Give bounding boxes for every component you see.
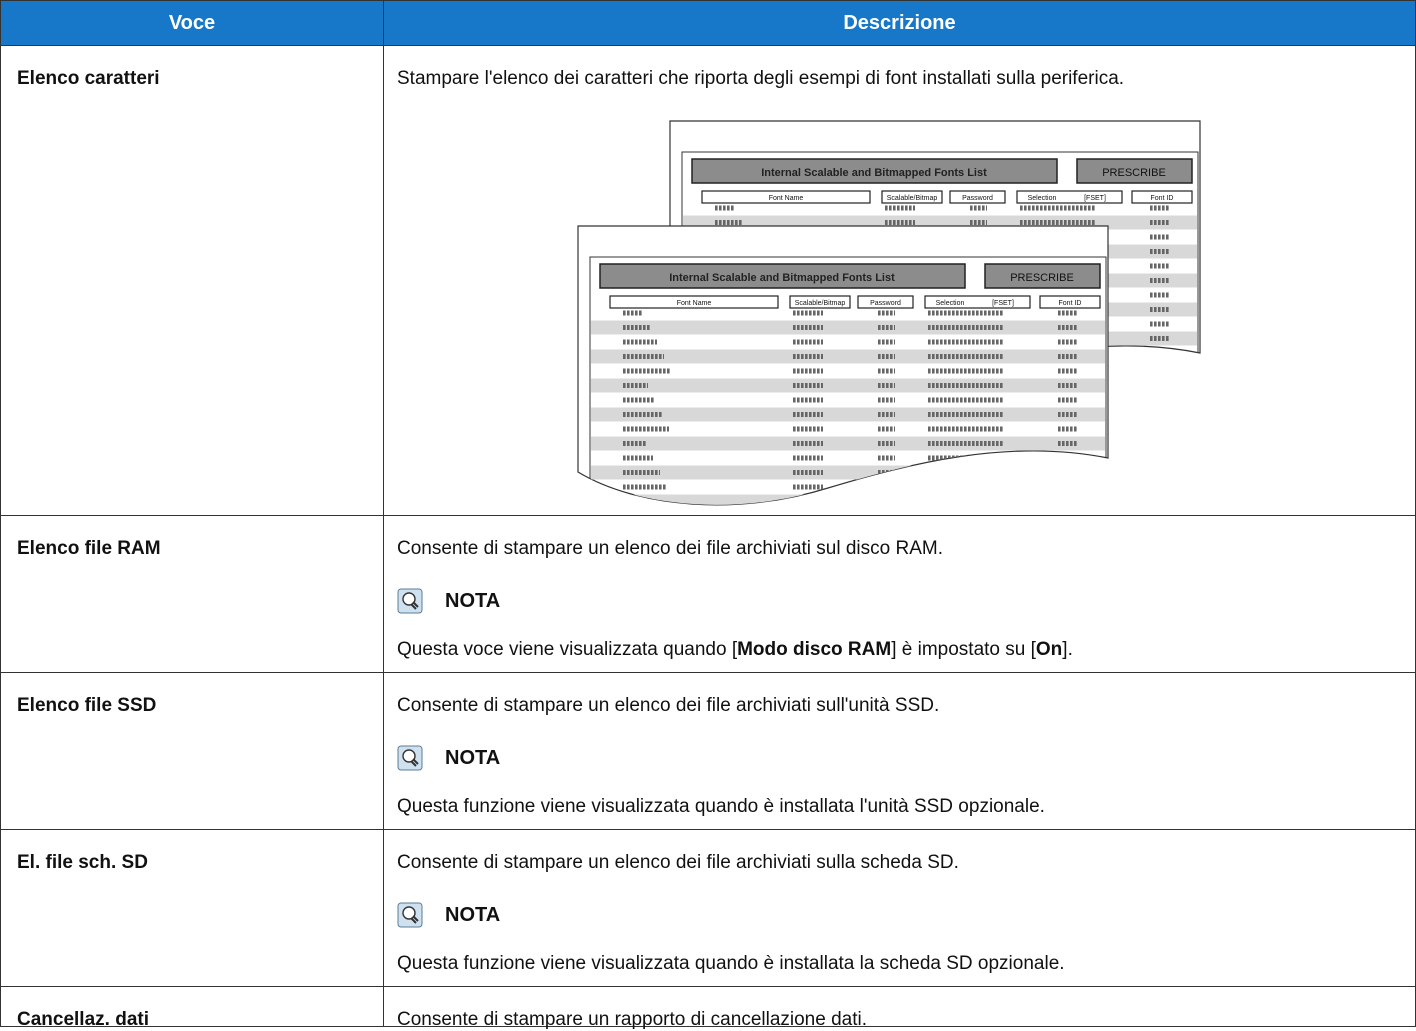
- col-label: [FSET]: [992, 300, 1014, 307]
- col-label: Selection: [936, 300, 965, 307]
- sheet-title: Internal Scalable and Bitmapped Fonts Li…: [669, 272, 895, 284]
- col-box: [1016, 190, 1123, 204]
- col-label: Font Name: [769, 195, 804, 202]
- note-icon: [397, 588, 423, 614]
- note-text-part: Questa funzione viene visualizzata quand…: [397, 953, 1065, 974]
- note-text-part: Modo disco RAM: [737, 639, 892, 660]
- sheet-content: Internal Scalable and Bitmapped Fonts Li…: [589, 256, 1107, 505]
- col-label: Scalable/Bitmap: [887, 195, 938, 202]
- title-box: [599, 263, 966, 289]
- bulb-base: [410, 601, 419, 610]
- note-text: Questa funzione viene visualizzata quand…: [397, 796, 1045, 818]
- note-label: NOTA: [445, 589, 501, 612]
- col-box: [881, 190, 943, 204]
- item-cell: Elenco file SSD: [0, 672, 384, 830]
- col-label: Selection: [1028, 195, 1057, 202]
- note-heading: NOTA: [397, 902, 500, 928]
- note-icon: [397, 745, 423, 771]
- note-text-part: Questa funzione viene visualizzata quand…: [397, 796, 1045, 817]
- note-text: Questa voce viene visualizzata quando [M…: [397, 639, 1073, 661]
- item-cell: El. file sch. SD: [0, 829, 384, 987]
- stripe: [591, 436, 1105, 451]
- description: Stampare l'elenco dei caratteri che ripo…: [397, 68, 1125, 89]
- col-box: [701, 190, 871, 204]
- col-box: [1131, 190, 1193, 204]
- col-box: [924, 295, 1031, 309]
- item-cell: Cancellaz. dati: [0, 986, 384, 1030]
- col-label: [FSET]: [1084, 195, 1106, 202]
- description: Consente di stampare un rapporto di canc…: [397, 1009, 868, 1030]
- note-heading: NOTA: [397, 588, 500, 614]
- item-cell: Elenco file RAM: [0, 515, 384, 673]
- stripe: [591, 349, 1105, 364]
- sheet-badge: PRESCRIBE: [1010, 272, 1074, 284]
- title-box: [691, 158, 1058, 184]
- badge-box: [1076, 158, 1193, 184]
- font-list-illustration: Internal Scalable and Bitmapped Fonts Li…: [577, 120, 1201, 506]
- col-box: [789, 295, 851, 309]
- description-cell: Consente di stampare un rapporto di canc…: [383, 986, 1416, 1030]
- description: Consente di stampare un elenco dei file …: [397, 538, 943, 559]
- sheet-title: Internal Scalable and Bitmapped Fonts Li…: [761, 167, 987, 179]
- col-box: [609, 295, 779, 309]
- col-label: Font Name: [677, 300, 712, 307]
- bulb-base: [410, 915, 419, 924]
- bulb: [402, 749, 416, 763]
- col-label: Font ID: [1151, 195, 1174, 202]
- col-label: Password: [962, 195, 993, 202]
- description-cell: Consente di stampare un elenco dei file …: [383, 829, 1416, 987]
- note-text-part: ].: [1062, 639, 1073, 660]
- description-cell: Consente di stampare un elenco dei file …: [383, 515, 1416, 673]
- note-icon: [397, 902, 423, 928]
- stripe: [591, 407, 1105, 422]
- stripe: [591, 320, 1105, 335]
- header-cell: Descrizione: [383, 0, 1416, 46]
- description: Consente di stampare un elenco dei file …: [397, 695, 940, 716]
- stripe: [591, 465, 1105, 480]
- sheet-badge: PRESCRIBE: [1102, 167, 1166, 179]
- badge-box: [984, 263, 1101, 289]
- description: Consente di stampare un elenco dei file …: [397, 852, 959, 873]
- description-cell: Consente di stampare un elenco dei file …: [383, 672, 1416, 830]
- note-label: NOTA: [445, 746, 501, 769]
- note-text-part: On: [1035, 639, 1063, 660]
- note-heading: NOTA: [397, 745, 500, 771]
- bulb: [402, 592, 416, 606]
- col-label: Password: [870, 300, 901, 307]
- note-text: Questa funzione viene visualizzata quand…: [397, 953, 1065, 975]
- col-label: Scalable/Bitmap: [795, 300, 846, 307]
- sheet: Internal Scalable and Bitmapped Fonts Li…: [577, 225, 1109, 506]
- col-box: [1039, 295, 1101, 309]
- note-text-part: ] è impostato su [: [891, 639, 1036, 660]
- stripe: [591, 378, 1105, 393]
- col-label: Font ID: [1059, 300, 1082, 307]
- item-cell: Elenco caratteri: [0, 45, 384, 516]
- bulb-base: [410, 758, 419, 767]
- frame: [589, 256, 1107, 505]
- note-label: NOTA: [445, 903, 501, 926]
- description-cell: Stampare l'elenco dei caratteri che ripo…: [383, 45, 1416, 516]
- col-box: [857, 295, 914, 309]
- bulb: [402, 906, 416, 920]
- stripe: [591, 494, 1105, 505]
- note-text-part: Questa voce viene visualizzata quando [: [397, 639, 738, 660]
- header-cell: Voce: [0, 0, 384, 46]
- col-box: [949, 190, 1006, 204]
